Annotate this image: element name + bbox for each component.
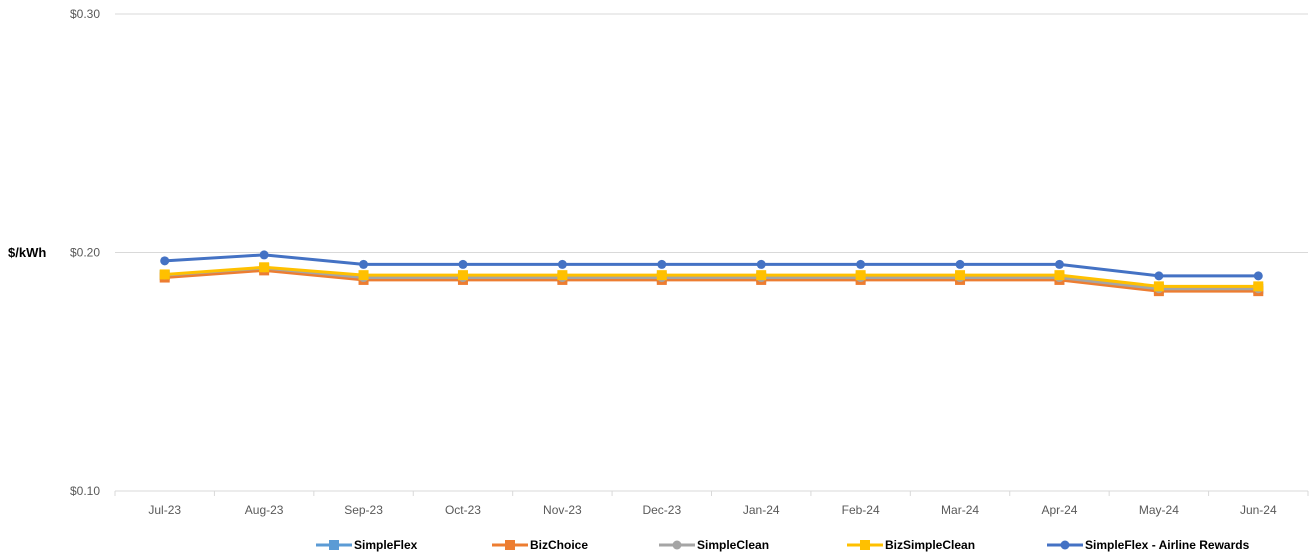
legend-marker [860,540,870,550]
y-tick-label: $0.10 [70,484,100,498]
series-line [164,268,1259,293]
data-point [457,270,468,281]
x-tick-label: Jan-24 [743,503,780,517]
data-point [160,256,170,266]
legend-label: BizChoice [530,538,588,552]
data-point [856,259,866,269]
legend-item: SimpleFlex - Airline Rewards [1047,538,1250,552]
data-point [955,270,966,281]
series-line [164,266,1259,291]
data-point [458,259,468,269]
legend-label: SimpleFlex - Airline Rewards [1085,538,1250,552]
data-point [756,259,766,269]
data-point [557,270,568,281]
series-simpleflex-airline-rewards [160,250,1263,281]
data-point [358,270,369,281]
data-point [656,270,667,281]
y-axis-label: $/kWh [8,245,46,260]
data-point [259,262,270,273]
y-tick-label: $0.30 [70,7,100,21]
x-tick-label: Aug-23 [245,503,284,517]
data-point [1054,259,1064,269]
data-point [1153,281,1164,292]
y-axis-ticks: $0.30 $0.20 $0.10 [70,7,100,498]
series-bizsimpleclean [159,262,1264,292]
series-line [164,265,1259,288]
x-tick-label: Dec-23 [642,503,681,517]
x-tick-label: Mar-24 [941,503,979,517]
legend-marker [505,540,515,550]
data-point [1054,270,1065,281]
x-tick-label: May-24 [1139,503,1179,517]
x-tick-label: Feb-24 [842,503,880,517]
gridlines [115,13,1308,492]
data-point [855,270,866,281]
x-tick-label: Jun-24 [1240,503,1277,517]
data-point [159,269,170,280]
x-tick-label: Nov-23 [543,503,582,517]
legend-marker [672,540,682,550]
data-point [259,250,269,260]
data-point [1253,281,1264,292]
legend-item: SimpleClean [659,538,769,552]
data-point [1253,271,1263,281]
data-point [756,270,767,281]
legend-marker [329,540,339,550]
legend-item: SimpleFlex [316,538,418,552]
x-tick-label: Oct-23 [445,503,481,517]
data-point [955,259,965,269]
x-axis: Jul-23 Aug-23 Sep-23 Oct-23 Nov-23 Dec-23 Jan-… [114,491,1309,517]
y-tick-label: $0.20 [70,246,100,260]
data-point [359,259,369,269]
x-tick-label: Apr-24 [1041,503,1077,517]
legend-label: BizSimpleClean [885,538,975,552]
data-point [657,259,667,269]
legend-label: SimpleFlex [354,538,418,552]
data-point [1154,271,1164,281]
legend: SimpleFlex BizChoice SimpleClean BizSimpleC… [316,538,1250,552]
x-tick-label: Jul-23 [148,503,181,517]
legend-marker [1060,540,1070,550]
series-group [159,250,1264,297]
legend-label: SimpleClean [697,538,769,552]
legend-item: BizChoice [492,538,588,552]
data-point [557,259,567,269]
x-tick-label: Sep-23 [344,503,383,517]
legend-item: BizSimpleClean [847,538,975,552]
series-line [164,253,1259,278]
